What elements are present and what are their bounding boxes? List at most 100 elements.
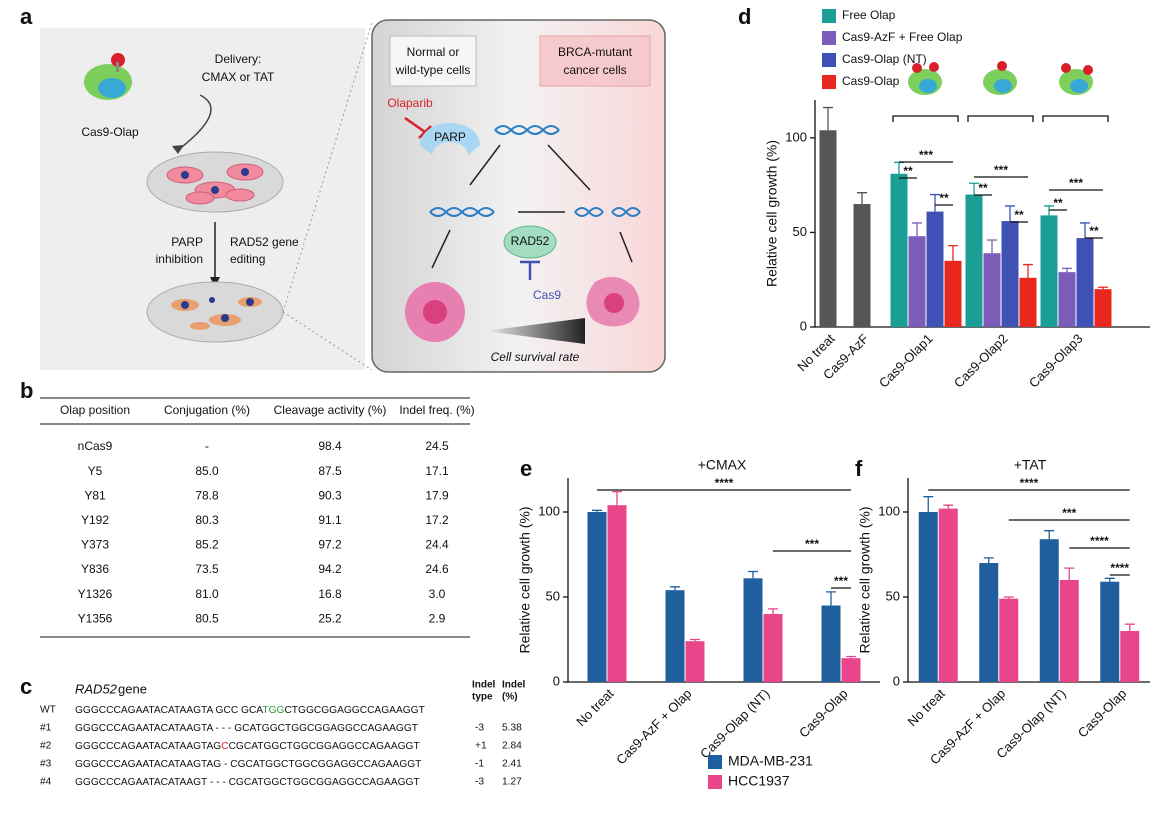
bar	[607, 505, 627, 682]
panel-label: b	[20, 378, 33, 403]
bar	[685, 641, 705, 682]
table-cell: Y1326	[78, 587, 113, 601]
table-cell: Y836	[81, 562, 109, 576]
panel-label: a	[20, 4, 33, 29]
normal-box	[389, 35, 477, 87]
panel-label: d	[738, 4, 751, 29]
table-cell: 94.2	[318, 562, 342, 576]
significance-label: ****	[715, 476, 734, 490]
sequence: GGGCCCAGAATACATAAGTA GCC GCATGGCTGGCGGAG…	[75, 705, 425, 716]
indel-pct: 5.38	[502, 723, 522, 734]
indel-type: +1	[475, 741, 487, 752]
error-bar	[748, 570, 758, 579]
table-header: Indel freq. (%)	[399, 403, 474, 417]
significance-label: ***	[834, 574, 848, 588]
y-axis-label: Relative cell growth (%)	[517, 506, 533, 653]
seq-label: #1	[40, 723, 52, 734]
nucleus	[423, 300, 447, 324]
table-cell: 24.4	[425, 538, 449, 552]
zoom-line	[282, 21, 373, 313]
bar	[841, 658, 861, 682]
drug: Olaparib	[387, 96, 433, 110]
y-tick-label: 50	[546, 588, 560, 603]
error-bar	[969, 182, 979, 195]
error-bar	[1023, 263, 1033, 278]
table-header: Cleavage activity (%)	[274, 403, 387, 417]
y-tick-label: 100	[878, 503, 900, 518]
x-tick-label: Cas9-Olap1	[876, 331, 936, 391]
significance-label: **	[939, 191, 949, 205]
error-bar	[592, 509, 602, 512]
y-tick-label: 50	[793, 224, 807, 239]
table-cell: 78.8	[195, 488, 219, 502]
table-cell: 80.5	[195, 611, 219, 625]
panel-label: f	[855, 456, 863, 481]
table-header: Olap position	[60, 403, 130, 417]
d-icons	[892, 61, 1109, 122]
table-cell: 90.3	[318, 488, 342, 502]
sequence-part: CGCATGGCTGGCGGAGGCCAGAAGGT	[229, 741, 420, 752]
bar	[999, 598, 1019, 682]
y-tick-label: 0	[553, 673, 560, 688]
legend-label: HCC1937	[728, 773, 790, 789]
y-tick-label: 100	[785, 129, 807, 144]
table-cell: Y5	[88, 464, 103, 478]
error-bar	[930, 193, 940, 212]
bar	[1094, 289, 1112, 327]
sequence: GGGCCCAGAATACATAAGTAGCCGCATGGCTGGCGGAGGC…	[75, 741, 420, 752]
table-cell: 87.5	[318, 464, 342, 478]
y-axis-label: Relative cell growth (%)	[857, 506, 873, 653]
sequence: GGGCCCAGAATACATAAGTA - - - GCATGGCTGGCGG…	[75, 723, 418, 734]
bar	[819, 130, 837, 327]
indel-pct: 2.41	[502, 759, 522, 770]
bar	[1001, 221, 1019, 327]
bar	[1100, 581, 1120, 682]
sequence-part: GGGCCCAGAATACATAAGTAG - CGCATGGCTGGCGGAG…	[75, 759, 421, 770]
table-cell: 17.2	[425, 513, 449, 527]
nuclei	[181, 168, 249, 194]
bar	[965, 194, 983, 327]
sequence-part: GGGCCCAGAATACATAAGTA GCC GCA	[75, 705, 263, 716]
parp: PARP	[434, 130, 466, 144]
bar	[587, 512, 607, 682]
arrow-head	[172, 145, 184, 154]
sequence-part: TGG	[262, 705, 284, 716]
rad52: RAD52	[511, 234, 550, 248]
table-cell: 24.6	[425, 562, 449, 576]
table-cell: 16.8	[318, 587, 342, 601]
table-cell: 17.1	[425, 464, 449, 478]
panel-a	[40, 19, 666, 373]
bar	[1058, 272, 1076, 327]
y-tick-label: 0	[893, 673, 900, 688]
error-bar	[1104, 577, 1115, 582]
panel-label: e	[520, 456, 532, 481]
sequence: GGGCCCAGAATACATAAGTAG - CGCATGGCTGGCGGAG…	[75, 759, 421, 770]
legend-swatch	[822, 75, 836, 89]
table-cell: 73.5	[195, 562, 219, 576]
error-bar	[1044, 205, 1054, 216]
x-tick-label: Cas9-AzF + Olap	[613, 686, 694, 767]
box-title: cancer cells	[563, 63, 626, 77]
error-bar	[857, 192, 867, 205]
bar	[1019, 277, 1037, 327]
step: RAD52 gene	[230, 235, 299, 249]
bar	[665, 590, 685, 682]
error-bar	[1064, 567, 1075, 580]
step: editing	[230, 252, 265, 266]
y-axis-label: Relative cell growth (%)	[764, 140, 780, 287]
table-cell: 81.0	[195, 587, 219, 601]
legend-swatch	[822, 53, 836, 67]
significance-label: **	[1089, 224, 1099, 238]
protein-name: Cas9-Olap	[81, 125, 139, 139]
indel-type: -1	[475, 759, 484, 770]
bar	[918, 512, 938, 682]
bar	[890, 173, 908, 327]
dna-icons	[429, 125, 641, 217]
table-cell: Y1356	[78, 611, 113, 625]
significance-label: ****	[1090, 534, 1109, 548]
y-tick-label: 100	[538, 503, 560, 518]
wedge	[485, 318, 585, 344]
x-tick-label: Cas9-Olap	[796, 686, 851, 741]
table-cell: Y192	[81, 513, 109, 527]
